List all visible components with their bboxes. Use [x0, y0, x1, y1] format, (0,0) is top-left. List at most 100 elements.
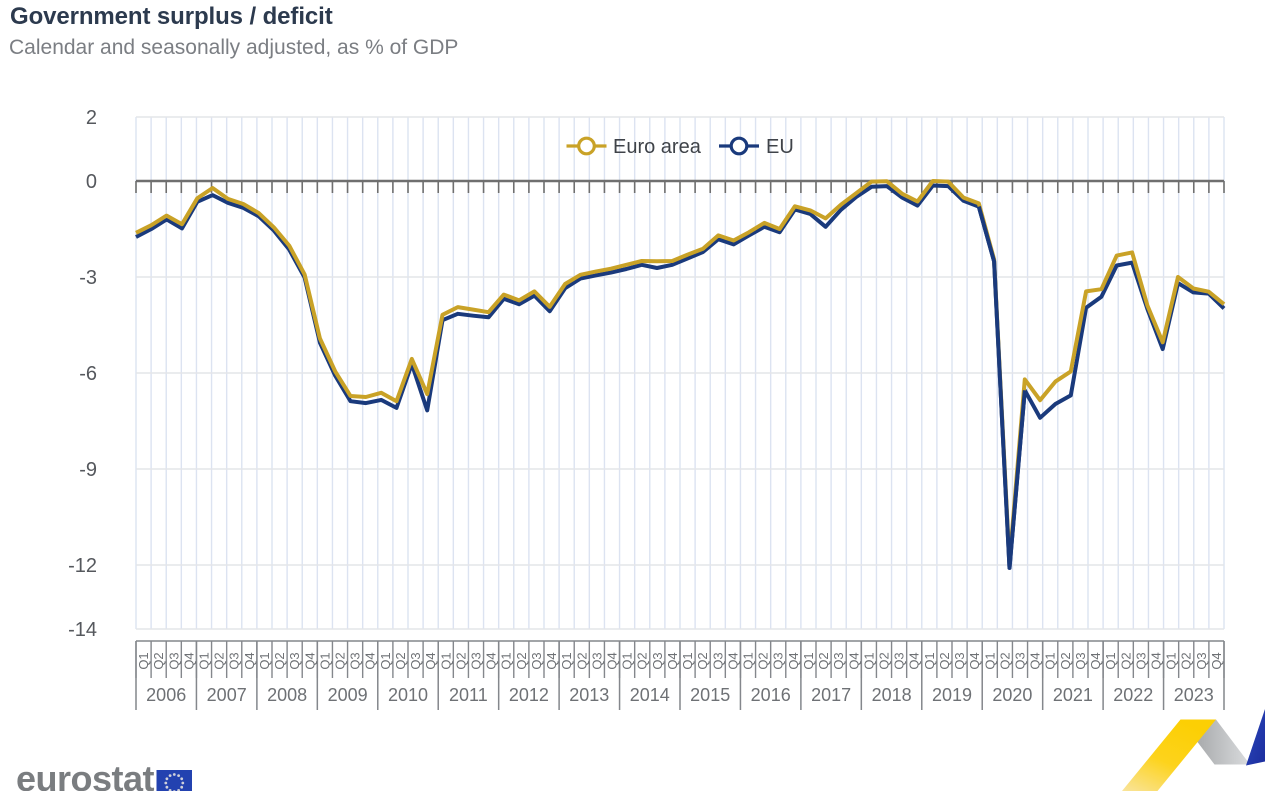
- svg-text:Q4: Q4: [242, 652, 257, 669]
- svg-text:2: 2: [86, 107, 97, 129]
- svg-text:Q2: Q2: [151, 652, 166, 669]
- svg-text:Q4: Q4: [1028, 652, 1043, 669]
- svg-text:Q4: Q4: [605, 652, 620, 669]
- svg-text:2011: 2011: [449, 685, 488, 705]
- svg-text:Q2: Q2: [574, 652, 589, 669]
- svg-text:Q4: Q4: [484, 652, 499, 669]
- svg-text:Q2: Q2: [635, 652, 650, 669]
- svg-text:Q4: Q4: [423, 652, 438, 669]
- svg-text:Q1: Q1: [257, 652, 272, 669]
- svg-text:Q4: Q4: [1149, 652, 1164, 669]
- svg-text:Q2: Q2: [1118, 652, 1133, 669]
- svg-text:Q3: Q3: [771, 652, 786, 669]
- svg-text:Q4: Q4: [907, 652, 922, 669]
- svg-text:Q2: Q2: [1179, 652, 1194, 669]
- svg-text:Euro area: Euro area: [613, 136, 702, 158]
- svg-text:2018: 2018: [872, 685, 912, 705]
- svg-text:Q2: Q2: [333, 652, 348, 669]
- svg-text:Q3: Q3: [166, 652, 181, 669]
- svg-text:Q2: Q2: [816, 652, 831, 669]
- svg-text:Q1: Q1: [438, 652, 453, 669]
- svg-text:Q1: Q1: [1164, 652, 1179, 669]
- svg-text:Q2: Q2: [695, 652, 710, 669]
- svg-text:-6: -6: [79, 363, 97, 385]
- svg-text:2015: 2015: [690, 685, 730, 705]
- svg-text:Q4: Q4: [1209, 652, 1224, 669]
- svg-text:Q1: Q1: [136, 652, 151, 669]
- svg-text:Q3: Q3: [469, 652, 484, 669]
- svg-text:Q1: Q1: [317, 652, 332, 669]
- svg-text:2016: 2016: [751, 685, 791, 705]
- svg-text:Q1: Q1: [1103, 652, 1118, 669]
- svg-text:Q1: Q1: [861, 652, 876, 669]
- svg-text:2006: 2006: [146, 685, 186, 705]
- svg-text:Q3: Q3: [287, 652, 302, 669]
- svg-text:Q3: Q3: [710, 652, 725, 669]
- svg-text:2017: 2017: [811, 685, 851, 705]
- svg-text:2023: 2023: [1174, 685, 1214, 705]
- svg-text:2008: 2008: [267, 685, 307, 705]
- svg-text:2021: 2021: [1053, 685, 1093, 705]
- svg-text:Q1: Q1: [559, 652, 574, 669]
- svg-text:Q1: Q1: [801, 652, 816, 669]
- svg-text:2014: 2014: [630, 685, 670, 705]
- svg-text:Q4: Q4: [786, 652, 801, 669]
- svg-text:2009: 2009: [328, 685, 368, 705]
- svg-text:Q3: Q3: [1133, 652, 1148, 669]
- svg-text:Q3: Q3: [892, 652, 907, 669]
- svg-text:EU: EU: [766, 136, 794, 158]
- svg-text:Q1: Q1: [499, 652, 514, 669]
- svg-text:Q1: Q1: [741, 652, 756, 669]
- svg-text:Q1: Q1: [197, 652, 212, 669]
- svg-text:2012: 2012: [509, 685, 549, 705]
- svg-text:Q3: Q3: [227, 652, 242, 669]
- svg-text:Q3: Q3: [408, 652, 423, 669]
- svg-text:-9: -9: [79, 459, 97, 481]
- svg-text:2020: 2020: [992, 685, 1032, 705]
- svg-text:Q4: Q4: [302, 652, 317, 669]
- svg-text:Q2: Q2: [393, 652, 408, 669]
- svg-text:Q2: Q2: [212, 652, 227, 669]
- svg-text:Q3: Q3: [589, 652, 604, 669]
- svg-text:2022: 2022: [1113, 685, 1153, 705]
- svg-text:Q4: Q4: [725, 652, 740, 669]
- svg-text:2013: 2013: [569, 685, 609, 705]
- svg-text:Q3: Q3: [1013, 652, 1028, 669]
- svg-text:Q2: Q2: [997, 652, 1012, 669]
- svg-text:Q1: Q1: [620, 652, 635, 669]
- svg-text:Q3: Q3: [529, 652, 544, 669]
- svg-text:Q3: Q3: [1194, 652, 1209, 669]
- svg-text:-14: -14: [68, 619, 97, 641]
- svg-text:Q4: Q4: [665, 652, 680, 669]
- svg-text:2010: 2010: [388, 685, 428, 705]
- svg-text:Q4: Q4: [544, 652, 559, 669]
- svg-text:Q3: Q3: [348, 652, 363, 669]
- svg-text:2007: 2007: [207, 685, 247, 705]
- svg-text:-12: -12: [68, 555, 97, 577]
- svg-text:Q1: Q1: [1043, 652, 1058, 669]
- svg-text:2019: 2019: [932, 685, 972, 705]
- svg-text:Q3: Q3: [650, 652, 665, 669]
- svg-text:Q2: Q2: [756, 652, 771, 669]
- svg-text:Q3: Q3: [831, 652, 846, 669]
- svg-text:Q1: Q1: [680, 652, 695, 669]
- svg-text:Q4: Q4: [363, 652, 378, 669]
- svg-text:Q4: Q4: [967, 652, 982, 669]
- svg-text:Q1: Q1: [378, 652, 393, 669]
- svg-text:Q1: Q1: [982, 652, 997, 669]
- svg-text:Q2: Q2: [937, 652, 952, 669]
- svg-text:-3: -3: [79, 267, 97, 289]
- svg-text:Q2: Q2: [272, 652, 287, 669]
- svg-text:eurostat: eurostat: [16, 758, 155, 791]
- svg-text:Q2: Q2: [1058, 652, 1073, 669]
- svg-text:Q2: Q2: [453, 652, 468, 669]
- svg-text:Q4: Q4: [1088, 652, 1103, 669]
- svg-text:Q2: Q2: [514, 652, 529, 669]
- svg-text:0: 0: [86, 171, 97, 193]
- svg-text:Q3: Q3: [1073, 652, 1088, 669]
- svg-text:Q3: Q3: [952, 652, 967, 669]
- svg-text:Q1: Q1: [922, 652, 937, 669]
- svg-text:Q4: Q4: [846, 652, 861, 669]
- svg-text:Q4: Q4: [181, 652, 196, 669]
- svg-text:Q2: Q2: [877, 652, 892, 669]
